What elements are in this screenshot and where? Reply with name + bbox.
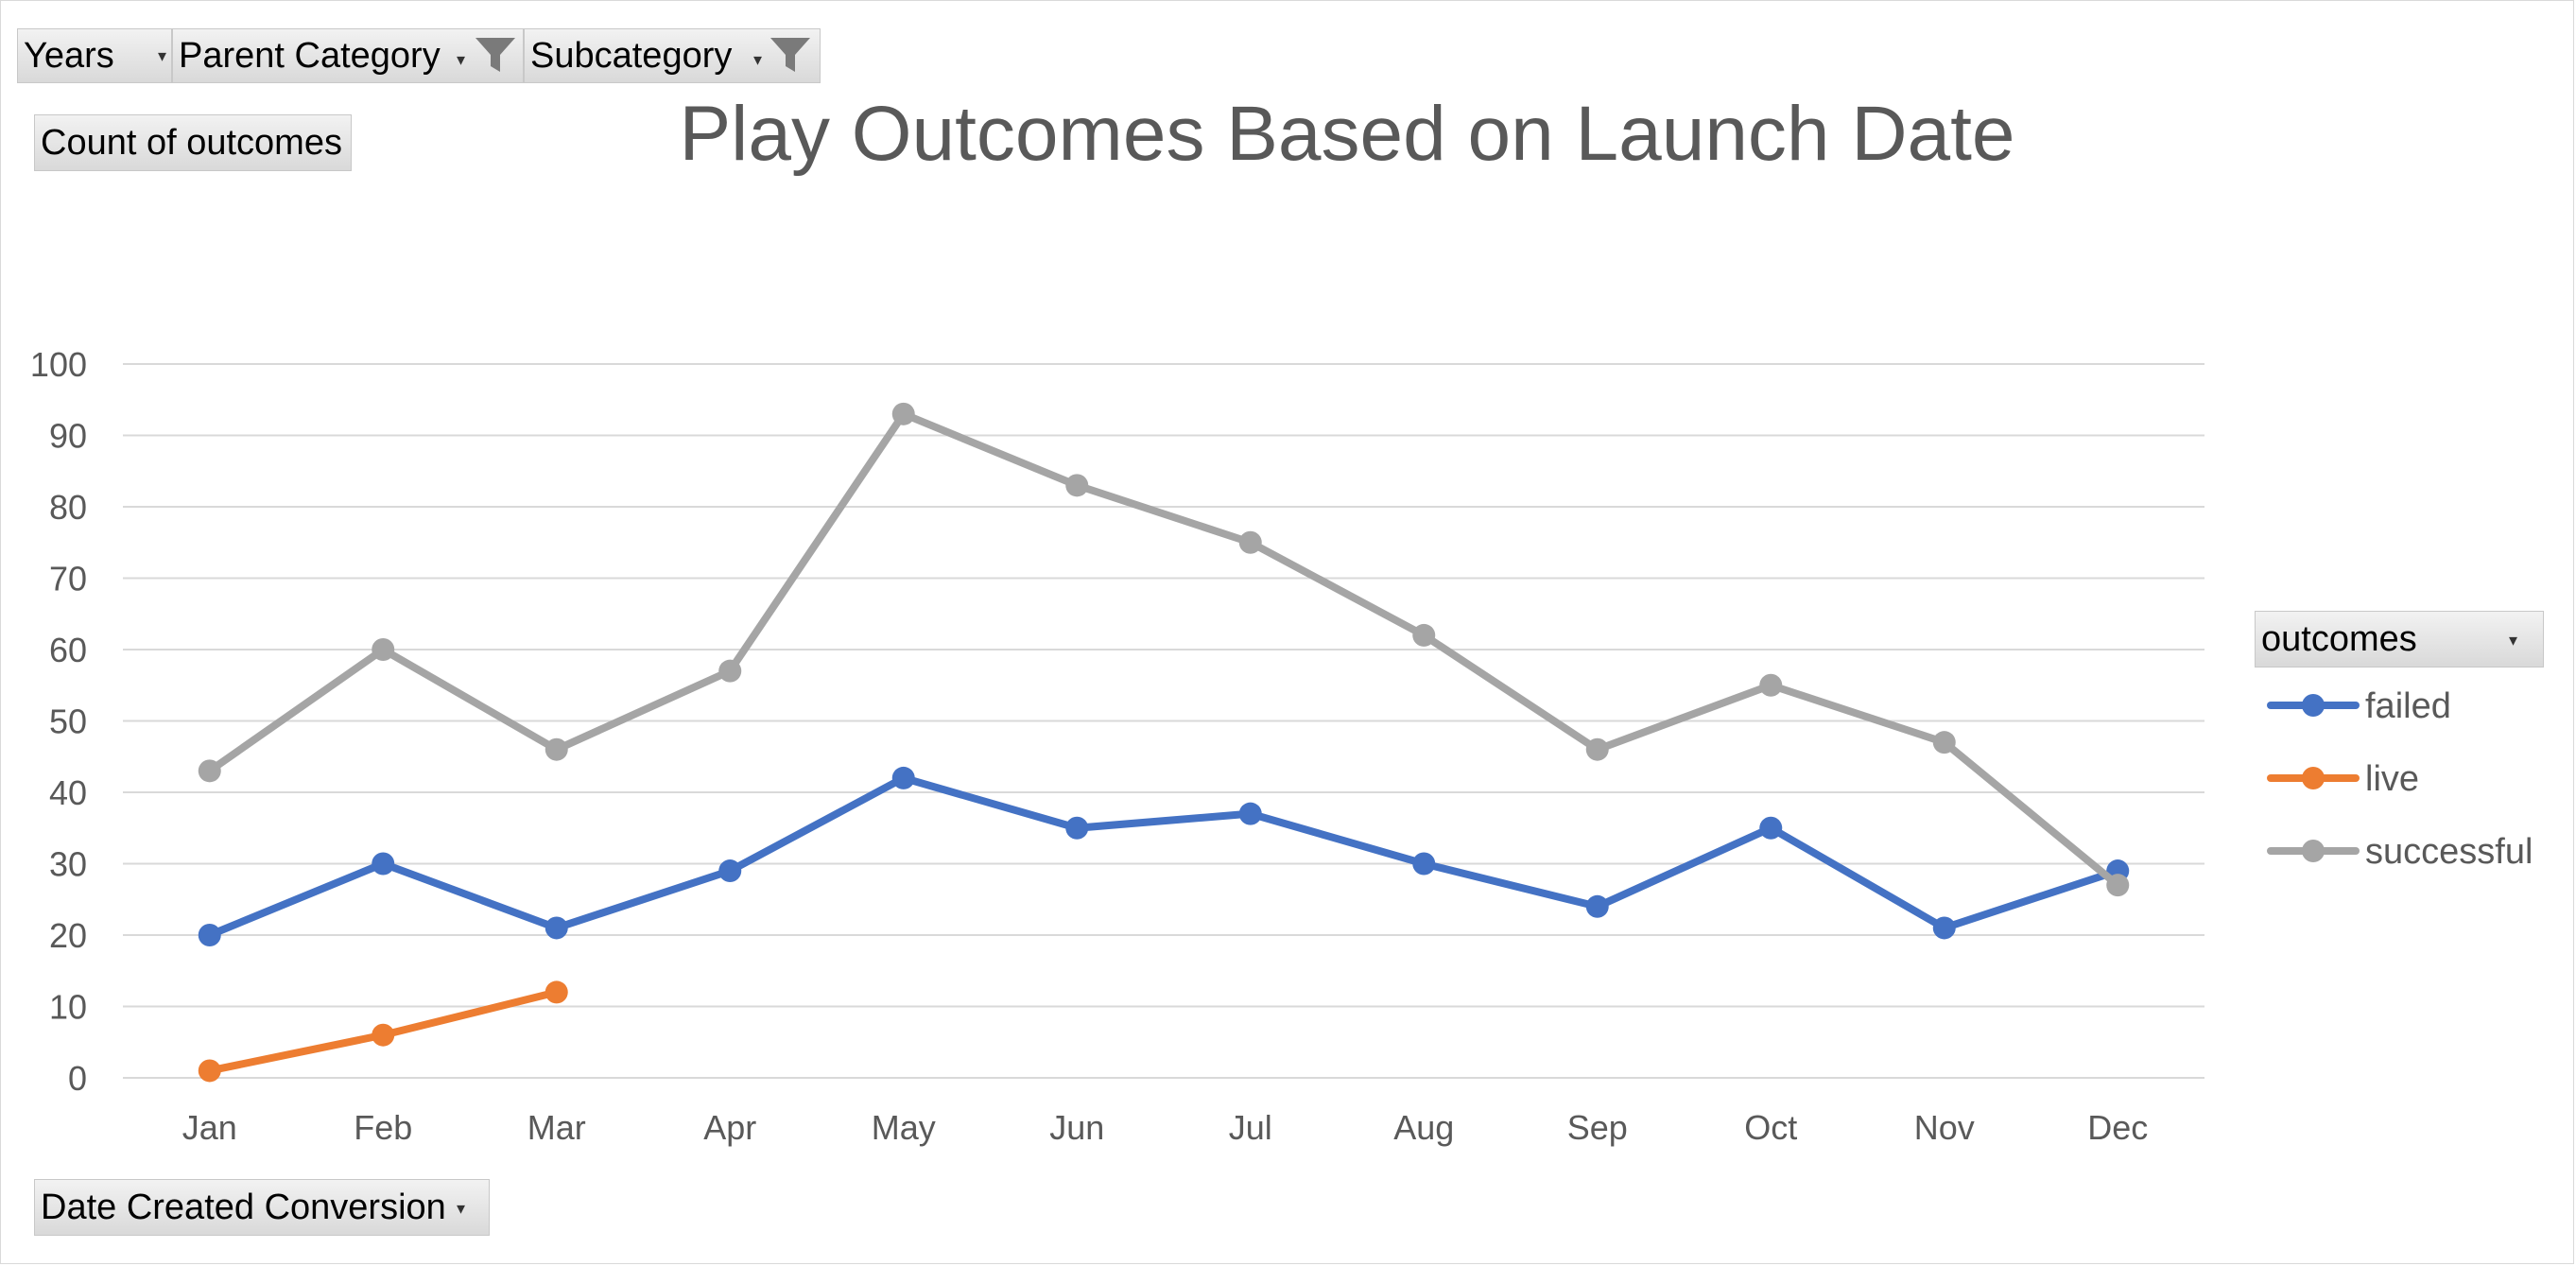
y-tick-label: 40 — [49, 773, 87, 812]
x-tick-label: Jul — [1229, 1108, 1272, 1147]
date-created-conversion-field-button[interactable]: Date Created Conversion ▾ — [34, 1179, 490, 1236]
legend-swatch-marker — [2302, 767, 2325, 789]
data-point-successful — [891, 402, 915, 425]
data-point-successful — [1065, 474, 1089, 497]
data-point-failed — [1932, 916, 1956, 940]
data-point-live — [372, 1023, 395, 1047]
data-point-failed — [545, 916, 568, 940]
series-line-failed — [205, 773, 2122, 939]
x-tick-label: Oct — [1744, 1108, 1797, 1147]
data-point-successful — [718, 659, 742, 683]
x-tick-label: Jun — [1049, 1108, 1104, 1147]
data-point-successful — [1932, 731, 1956, 754]
subcategory-filter-button[interactable]: Subcategory ▾ — [524, 28, 821, 83]
date-created-conversion-label: Date Created Conversion — [41, 1187, 446, 1227]
data-point-successful — [198, 759, 221, 783]
legend-swatch-marker — [2302, 694, 2325, 717]
x-tick-label: Jan — [182, 1108, 237, 1147]
dropdown-caret-icon: ▾ — [753, 50, 763, 69]
legend-swatch-marker — [2302, 840, 2325, 862]
outcomes-legend-field-button[interactable]: outcomes ▾ — [2255, 611, 2544, 668]
data-point-failed — [198, 924, 221, 946]
data-point-live — [198, 1059, 221, 1083]
dropdown-caret-icon: ▾ — [2509, 631, 2518, 650]
parent-category-filter-button[interactable]: Parent Category ▾ — [172, 28, 524, 83]
chart-title: Play Outcomes Based on Launch Date — [679, 91, 2015, 177]
y-tick-label: 10 — [49, 988, 87, 1027]
legend-label-successful: successful — [2365, 832, 2533, 872]
dropdown-caret-icon: ▾ — [158, 46, 167, 65]
x-tick-label: Dec — [2087, 1108, 2148, 1147]
y-tick-label: 90 — [49, 417, 87, 456]
x-tick-label: Feb — [354, 1108, 412, 1147]
data-point-failed — [1759, 816, 1783, 840]
data-point-failed — [1238, 802, 1262, 825]
y-tick-label: 0 — [68, 1059, 87, 1098]
data-point-successful — [1238, 530, 1262, 554]
data-point-failed — [891, 766, 915, 789]
x-tick-label: Nov — [1914, 1108, 1975, 1147]
data-point-failed — [718, 859, 742, 883]
value-field-label: Count of outcomes — [34, 114, 352, 171]
x-tick-label: May — [872, 1108, 936, 1147]
x-tick-label: Aug — [1393, 1108, 1454, 1147]
years-filter-label: Years — [24, 35, 114, 76]
data-point-failed — [1065, 816, 1089, 840]
subcategory-filter-label: Subcategory — [530, 35, 733, 76]
data-point-successful — [2106, 874, 2130, 897]
dropdown-caret-icon: ▾ — [457, 50, 466, 69]
y-tick-label: 60 — [49, 631, 87, 669]
legend-label-failed: failed — [2365, 686, 2451, 726]
x-tick-label: Apr — [703, 1108, 756, 1147]
outcomes-legend-field-label: outcomes — [2261, 618, 2417, 659]
x-tick-label: Mar — [527, 1108, 586, 1147]
dropdown-caret-icon: ▾ — [457, 1199, 466, 1218]
funnel-filter-icon — [770, 38, 810, 72]
legend-label-live: live — [2365, 759, 2419, 799]
data-point-failed — [372, 852, 395, 876]
value-field-text: Count of outcomes — [41, 122, 342, 163]
data-point-live — [545, 980, 568, 1004]
y-tick-label: 20 — [49, 916, 87, 955]
data-point-successful — [1412, 623, 1436, 647]
x-tick-label: Sep — [1567, 1108, 1628, 1147]
data-point-successful — [1585, 737, 1609, 761]
y-tick-label: 50 — [49, 702, 87, 741]
parent-category-filter-label: Parent Category — [179, 35, 441, 76]
y-tick-label: 70 — [49, 560, 87, 598]
data-point-failed — [1585, 894, 1609, 918]
data-point-successful — [372, 638, 395, 661]
data-point-successful — [1759, 673, 1783, 697]
data-point-successful — [545, 737, 568, 761]
data-point-failed — [1412, 852, 1436, 876]
series-line-successful — [205, 409, 2122, 890]
funnel-filter-icon — [475, 38, 515, 72]
y-tick-label: 80 — [49, 488, 87, 527]
years-filter-button[interactable]: Years ▾ — [17, 28, 172, 83]
y-tick-label: 30 — [49, 845, 87, 884]
y-tick-label: 100 — [30, 345, 87, 384]
